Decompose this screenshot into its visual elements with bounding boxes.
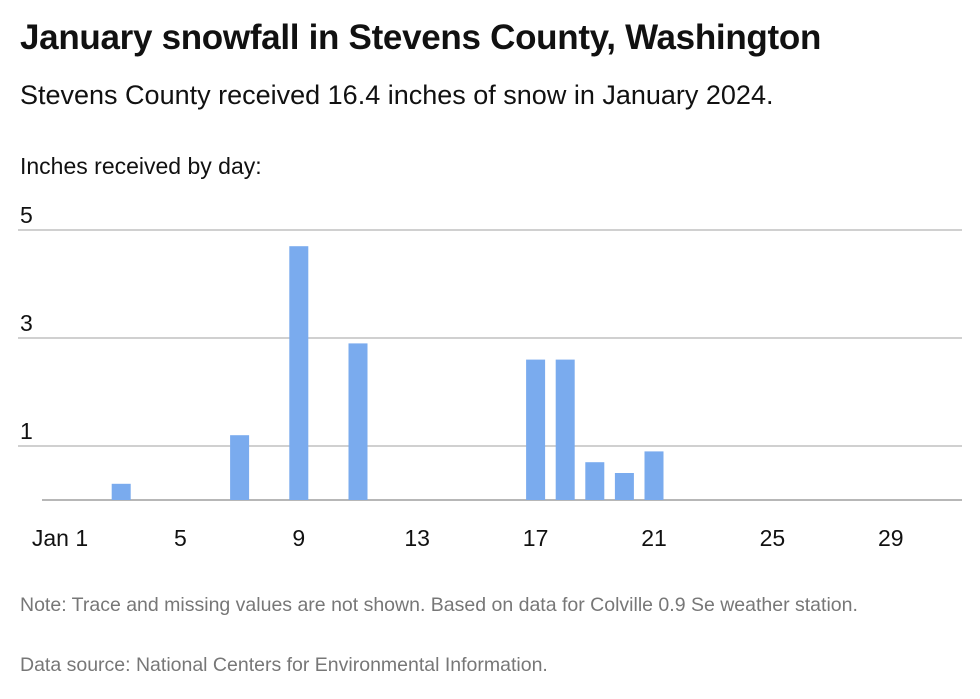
- bar-jan-17: [526, 359, 546, 500]
- bars: [111, 246, 664, 500]
- x-tick-label: 5: [174, 525, 187, 551]
- y-tick-label: 5: [20, 202, 33, 228]
- bar-jan-3: [111, 483, 131, 500]
- chart-note: Note: Trace and missing values are not s…: [20, 594, 858, 616]
- x-tick-label: Jan 1: [32, 525, 88, 551]
- y-axis-unit-label: Inches received by day:: [20, 153, 262, 179]
- x-tick-label: 9: [292, 525, 305, 551]
- bar-jan-7: [230, 435, 250, 500]
- bar-jan-9: [289, 246, 309, 500]
- bar-jan-18: [555, 359, 575, 500]
- x-tick-label: 25: [760, 525, 786, 551]
- x-tick-label: 21: [641, 525, 667, 551]
- chart-subtitle: Stevens County received 16.4 inches of s…: [20, 80, 774, 110]
- bar-jan-21: [644, 451, 664, 500]
- y-tick-label: 3: [20, 310, 33, 336]
- y-tick-label: 1: [20, 418, 33, 444]
- x-tick-label: 17: [523, 525, 549, 551]
- bar-jan-19: [585, 462, 605, 500]
- bar-jan-11: [348, 343, 368, 500]
- gridlines: [18, 229, 962, 501]
- bar-jan-20: [614, 473, 634, 500]
- chart-title: January snowfall in Stevens County, Wash…: [20, 18, 822, 57]
- data-source: Data source: National Centers for Enviro…: [20, 654, 548, 676]
- x-tick-label: 13: [404, 525, 430, 551]
- x-tick-label: 29: [878, 525, 904, 551]
